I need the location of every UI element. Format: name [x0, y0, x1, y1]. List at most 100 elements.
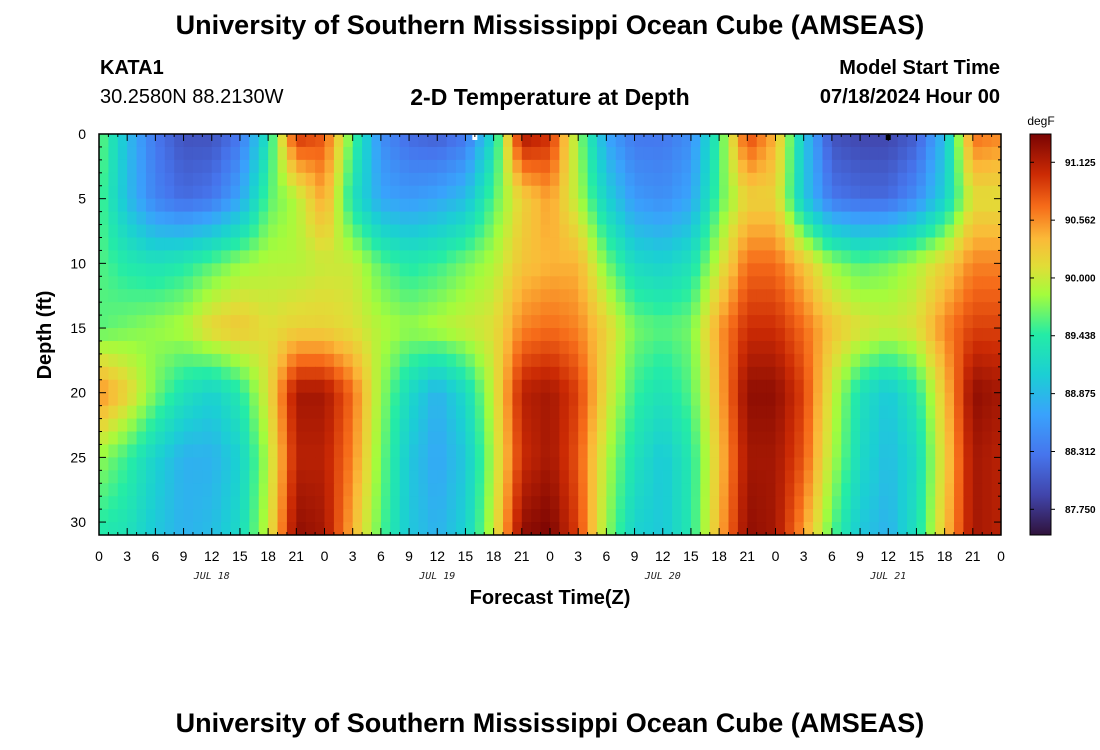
heatmap-cell	[550, 340, 560, 355]
heatmap-cell	[756, 224, 767, 239]
heatmap-cell	[380, 353, 391, 368]
heatmap-cell	[625, 496, 636, 510]
heatmap-cell	[183, 224, 194, 239]
heatmap-cell	[145, 159, 156, 174]
heatmap-cell	[493, 302, 504, 316]
heatmap-cell	[756, 496, 767, 510]
heatmap-cell	[850, 496, 861, 510]
heatmap-cell	[719, 366, 730, 381]
heatmap-cell	[164, 237, 175, 252]
heatmap-cell	[728, 198, 739, 213]
heatmap-cell	[352, 392, 363, 407]
heatmap-cell	[484, 328, 495, 342]
heatmap-cell	[249, 185, 260, 200]
heatmap-cell	[399, 250, 410, 264]
heatmap-cell	[427, 224, 438, 239]
heatmap-cell	[690, 198, 701, 213]
heatmap-cell	[784, 146, 795, 161]
heatmap-cell	[803, 457, 814, 471]
heatmap-cell	[484, 185, 495, 200]
heatmap-cell	[456, 328, 467, 342]
heatmap-cell	[155, 392, 166, 407]
heatmap-cell	[737, 146, 748, 161]
heatmap-cell	[409, 250, 420, 264]
heatmap-cell	[672, 146, 683, 161]
heatmap-cell	[944, 509, 955, 523]
heatmap-cell	[277, 444, 288, 458]
heatmap-cell	[850, 211, 861, 226]
heatmap-cell	[164, 496, 175, 510]
heatmap-cell	[681, 470, 692, 484]
heatmap-cell	[606, 328, 617, 342]
x-tick-label: 3	[123, 548, 131, 564]
heatmap-cell	[315, 366, 326, 381]
heatmap-cell	[117, 198, 128, 213]
heatmap-cell	[164, 457, 175, 471]
heatmap-cell	[174, 457, 185, 471]
heatmap-cell	[634, 134, 645, 148]
heatmap-cell	[662, 353, 673, 368]
heatmap-cell	[916, 224, 927, 239]
heatmap-cell	[888, 185, 899, 200]
heatmap-cell	[493, 289, 504, 303]
heatmap-cell	[662, 457, 673, 471]
heatmap-cell	[963, 237, 974, 252]
heatmap-cell	[192, 340, 203, 355]
heatmap-cell	[559, 185, 570, 200]
heatmap-cell	[456, 289, 467, 303]
heatmap-cell	[249, 496, 260, 510]
heatmap-cell	[860, 522, 871, 535]
heatmap-cell	[550, 470, 560, 484]
heatmap-cell	[681, 522, 692, 535]
heatmap-cell	[437, 276, 448, 290]
x-tick-label: 9	[856, 548, 864, 564]
heatmap-cell	[315, 146, 326, 161]
heatmap-cell	[944, 496, 955, 510]
heatmap-cell	[615, 172, 626, 187]
heatmap-cell	[709, 211, 720, 226]
heatmap-cell	[352, 146, 363, 161]
heatmap-cell	[587, 289, 598, 303]
heatmap-cell	[681, 328, 692, 342]
heatmap-cell	[484, 444, 495, 458]
heatmap-cell	[615, 366, 626, 381]
heatmap-cell	[841, 418, 852, 433]
heatmap-cell	[117, 444, 128, 458]
heatmap-cell	[672, 211, 683, 226]
heatmap-cell	[784, 237, 795, 252]
heatmap-cell	[446, 392, 457, 407]
heatmap-cell	[972, 198, 983, 213]
heatmap-cell	[230, 444, 241, 458]
heatmap-cell	[568, 289, 579, 303]
heatmap-cell	[982, 366, 993, 381]
heatmap-cell	[625, 405, 636, 420]
heatmap-cell	[982, 250, 993, 264]
heatmap-cell	[202, 315, 213, 329]
heatmap-cell	[315, 328, 326, 342]
heatmap-cell	[286, 444, 297, 458]
heatmap-cell	[249, 328, 260, 342]
heatmap-cell	[643, 509, 654, 523]
heatmap-cell	[296, 418, 307, 433]
heatmap-cell	[653, 263, 664, 277]
heatmap-cell	[474, 134, 485, 148]
heatmap-cell	[841, 302, 852, 316]
heatmap-cell	[587, 470, 598, 484]
heatmap-cell	[296, 340, 307, 355]
heatmap-cell	[925, 172, 936, 187]
heatmap-cell	[568, 185, 579, 200]
heatmap-cell	[643, 340, 654, 355]
heatmap-cell	[371, 431, 382, 446]
heatmap-cell	[634, 237, 645, 252]
heatmap-cell	[268, 328, 279, 342]
heatmap-cell	[681, 457, 692, 471]
heatmap-cell	[690, 328, 701, 342]
heatmap-cell	[615, 353, 626, 368]
heatmap-cell	[390, 250, 401, 264]
heatmap-cell	[474, 496, 485, 510]
heatmap-cell	[127, 134, 138, 148]
heatmap-cell	[409, 211, 420, 226]
heatmap-cell	[596, 431, 607, 446]
heatmap-cell	[155, 328, 166, 342]
heatmap-cell	[352, 444, 363, 458]
